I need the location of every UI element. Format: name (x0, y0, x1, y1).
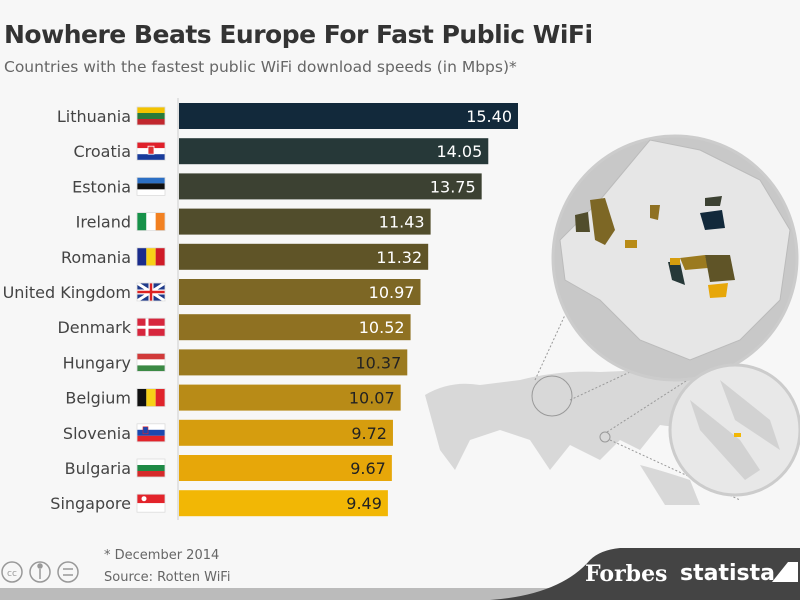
chart-title: Nowhere Beats Europe For Fast Public WiF… (4, 20, 593, 49)
category-label: Bulgaria (65, 459, 131, 478)
cc-license-icons (1, 561, 79, 583)
category-label: United Kingdom (3, 283, 131, 302)
flag-icon (136, 212, 166, 232)
bar-value-label: 11.32 (376, 248, 422, 267)
bar-estonia (179, 173, 482, 200)
footnote: * December 2014 (104, 548, 220, 563)
category-label: Singapore (50, 494, 131, 513)
category-label: Belgium (65, 389, 131, 408)
bar-value-label: 9.49 (346, 494, 382, 513)
bar-value-label: 14.05 (436, 142, 482, 161)
category-label: Romania (61, 248, 131, 267)
bar-value-label: 15.40 (466, 107, 512, 126)
europe-highlight-circle (531, 375, 573, 417)
bar-singapore (179, 490, 388, 517)
bar-belgium (179, 384, 401, 411)
flag-icon (136, 141, 166, 161)
flag-icon (136, 247, 166, 267)
flag-icon (136, 458, 166, 478)
bar-ireland (179, 208, 431, 235)
forbes-logo: Forbes (585, 561, 668, 587)
chart-subtitle: Countries with the fastest public WiFi d… (4, 58, 517, 76)
bar-value-label: 11.43 (379, 213, 425, 232)
bar-lithuania (179, 103, 518, 129)
australia (640, 465, 700, 505)
source: Source: Rotten WiFi (104, 570, 231, 585)
flag-icon (136, 317, 166, 337)
flag-icon (136, 388, 166, 408)
bar-hungary (179, 349, 408, 376)
bar-croatia (179, 138, 489, 165)
land-mass (425, 370, 730, 470)
world-map (425, 134, 800, 505)
category-label: Slovenia (63, 424, 131, 443)
flag-icon (136, 493, 166, 513)
bar-united-kingdom (179, 279, 421, 305)
category-label: Lithuania (57, 107, 131, 126)
singapore-inset (668, 363, 800, 497)
brand-band (490, 548, 800, 600)
flag-icon (136, 106, 166, 126)
bar-bulgaria (179, 455, 392, 481)
category-label: Hungary (63, 353, 131, 372)
category-label: Denmark (57, 318, 131, 337)
flag-icon (136, 281, 166, 303)
bar-value-label: 13.75 (430, 177, 476, 196)
svg-text:cc: cc (7, 569, 17, 579)
bar-value-label: 9.67 (350, 459, 386, 478)
flag-icon (136, 423, 166, 443)
singapore-highlight (734, 433, 741, 437)
bar-romania (179, 243, 429, 270)
bar-value-label: 10.07 (349, 389, 395, 408)
bar-slovenia (179, 419, 393, 446)
bar-value-label: 9.72 (351, 424, 387, 443)
category-label: Ireland (76, 213, 131, 232)
bar-denmark (179, 314, 411, 341)
flag-icon (136, 352, 166, 372)
bar-value-label: 10.37 (355, 353, 401, 372)
flag-icon (136, 176, 166, 196)
category-label: Croatia (73, 142, 131, 161)
bar-value-label: 10.97 (369, 283, 415, 302)
category-label: Estonia (72, 177, 131, 196)
statista-logo: statista (680, 561, 775, 586)
bar-value-label: 10.52 (359, 318, 405, 337)
